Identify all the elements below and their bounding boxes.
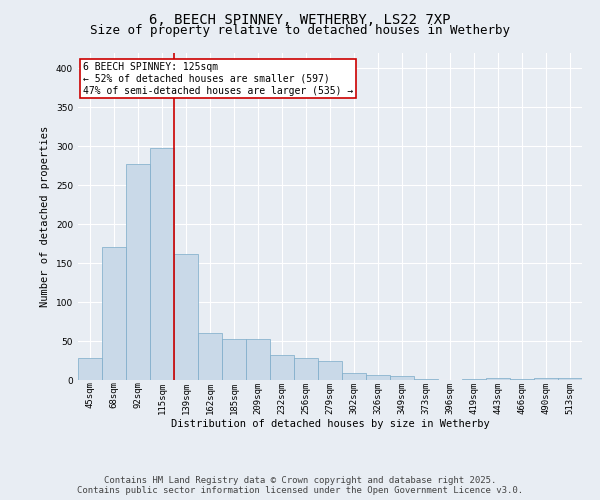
Text: 6 BEECH SPINNEY: 125sqm
← 52% of detached houses are smaller (597)
47% of semi-d: 6 BEECH SPINNEY: 125sqm ← 52% of detache… bbox=[83, 62, 353, 96]
Text: Size of property relative to detached houses in Wetherby: Size of property relative to detached ho… bbox=[90, 24, 510, 37]
Bar bbox=[462, 379, 486, 380]
Bar bbox=[78, 358, 102, 380]
X-axis label: Distribution of detached houses by size in Wetherby: Distribution of detached houses by size … bbox=[170, 419, 490, 429]
Bar bbox=[342, 373, 366, 380]
Bar bbox=[486, 378, 510, 380]
Bar bbox=[414, 379, 438, 380]
Bar bbox=[198, 333, 222, 380]
Bar bbox=[558, 378, 582, 380]
Bar bbox=[390, 376, 414, 380]
Bar bbox=[318, 360, 342, 380]
Bar bbox=[150, 148, 174, 380]
Bar bbox=[534, 378, 558, 380]
Y-axis label: Number of detached properties: Number of detached properties bbox=[40, 126, 50, 307]
Bar bbox=[126, 164, 150, 380]
Bar bbox=[510, 379, 534, 380]
Bar bbox=[270, 355, 294, 380]
Bar bbox=[222, 338, 246, 380]
Bar bbox=[294, 358, 318, 380]
Text: 6, BEECH SPINNEY, WETHERBY, LS22 7XP: 6, BEECH SPINNEY, WETHERBY, LS22 7XP bbox=[149, 12, 451, 26]
Bar bbox=[174, 254, 198, 380]
Text: Contains HM Land Registry data © Crown copyright and database right 2025.
Contai: Contains HM Land Registry data © Crown c… bbox=[77, 476, 523, 495]
Bar bbox=[102, 248, 126, 380]
Bar bbox=[366, 376, 390, 380]
Bar bbox=[246, 338, 270, 380]
